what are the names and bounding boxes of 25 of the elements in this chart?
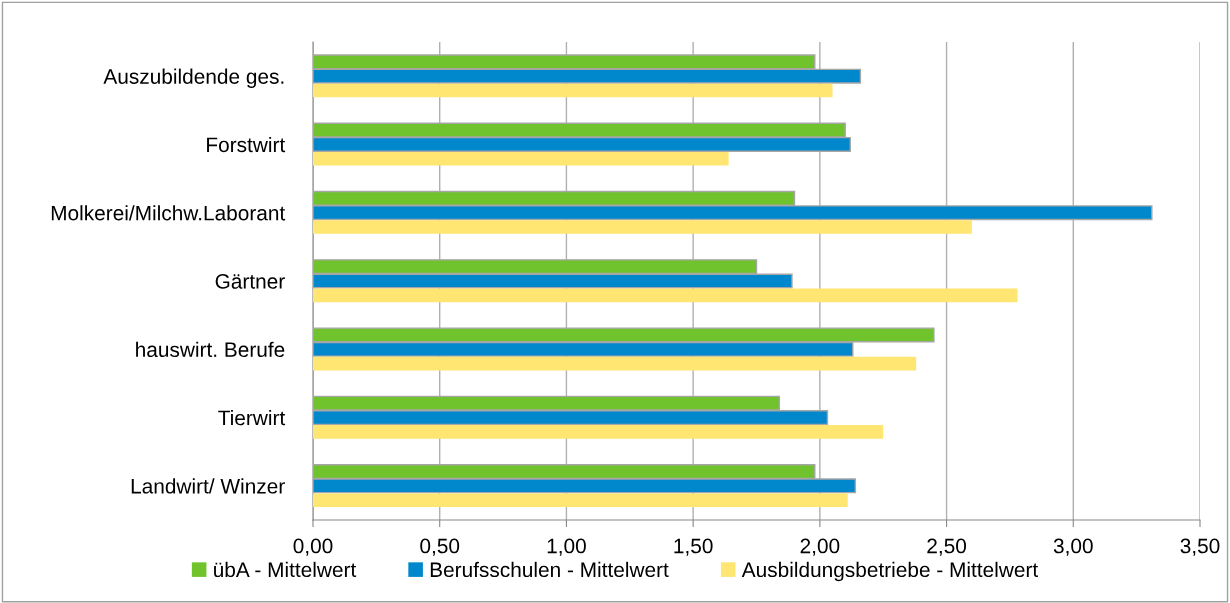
- y-tick-label: Landwirt/ Winzer: [131, 478, 285, 494]
- y-tick-label: Molkerei/Milchw.Laborant: [51, 205, 286, 221]
- x-tick-label: 3,00: [1053, 538, 1093, 556]
- y-tick-label: Forstwirt: [207, 136, 286, 153]
- x-tick-label: 0,00: [293, 538, 333, 556]
- x-tick-label: 2,00: [800, 538, 840, 556]
- bar: [313, 151, 729, 166]
- x-tick-label: 3,50: [1180, 538, 1220, 556]
- bar: [313, 356, 917, 371]
- bar: [313, 288, 1018, 303]
- x-tick-label: 1,00: [547, 538, 586, 556]
- legend-label: Ausbildungsbetriebe - Mittelwert: [741, 561, 1039, 582]
- y-tick-label: hauswirt. Berufe: [136, 341, 285, 358]
- x-tick-label: 0,50: [420, 538, 460, 556]
- bar: [313, 425, 884, 439]
- y-tick-label: Tierwirt: [218, 410, 286, 426]
- bar: [313, 493, 848, 508]
- y-tick-label: Gärtner: [215, 274, 285, 289]
- bar: [313, 83, 833, 98]
- y-tick-label: Auszubildende ges.: [103, 68, 284, 89]
- x-tick-label: 1,50: [674, 538, 713, 556]
- legend-label: Berufsschulen - Mittelwert: [430, 561, 669, 578]
- x-tick-label: 2,50: [927, 538, 967, 556]
- legend-label: übA - Mittelwert: [214, 561, 357, 578]
- bar: [313, 220, 972, 234]
